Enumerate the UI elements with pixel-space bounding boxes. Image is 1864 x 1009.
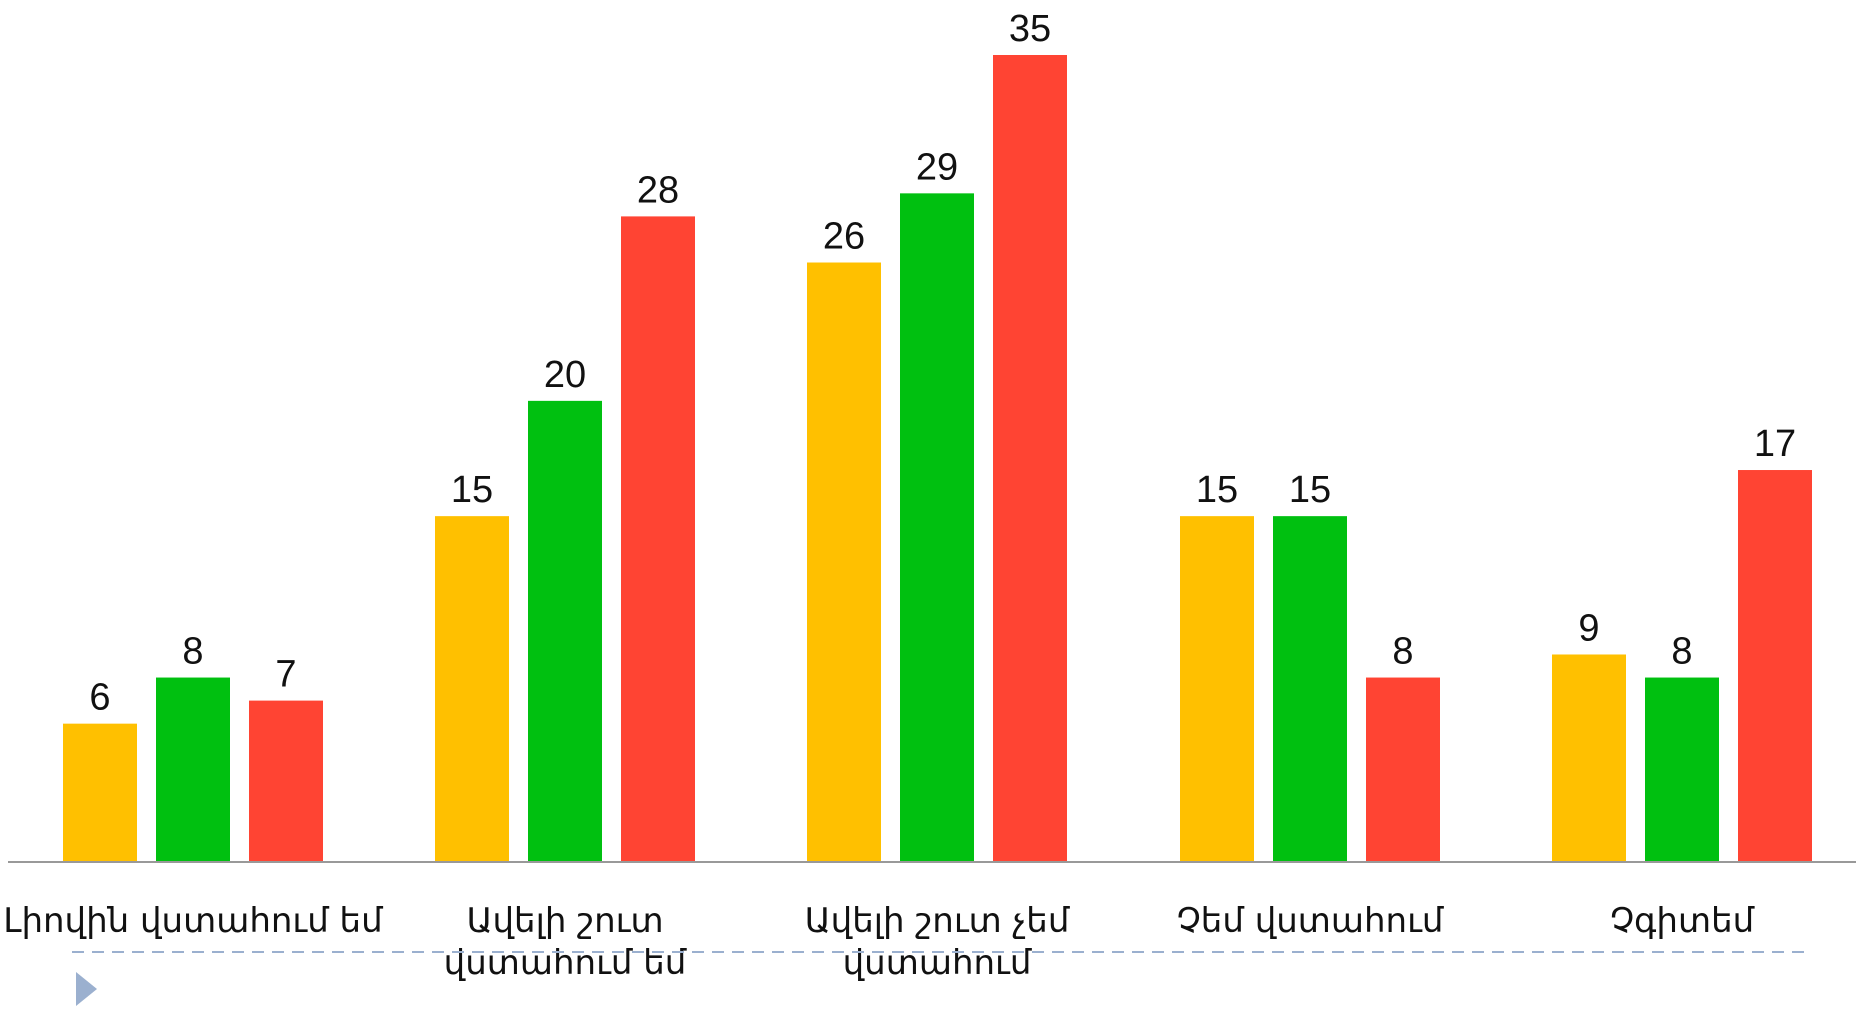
- data-label-1-1: 20: [544, 354, 586, 396]
- bar-3-0: [1180, 516, 1254, 862]
- data-label-1-0: 15: [451, 469, 493, 511]
- data-label-4-2: 17: [1754, 423, 1796, 465]
- play-triangle-icon: [76, 972, 97, 1006]
- data-label-0-0: 6: [89, 677, 110, 719]
- bar-3-2: [1366, 677, 1440, 862]
- bar-0-2: [249, 700, 323, 862]
- data-label-3-1: 15: [1289, 469, 1331, 511]
- data-label-2-0: 26: [823, 216, 865, 258]
- data-label-3-0: 15: [1196, 469, 1238, 511]
- value-labels-group: 6 8 7 15 20 28 26 29 35 15 15 8 9 8 17: [89, 8, 1796, 719]
- bar-1-0: [435, 516, 509, 862]
- bar-2-0: [807, 262, 881, 862]
- bar-3-1: [1273, 516, 1347, 862]
- category-label-3-0: Չեմ վստահում: [1177, 901, 1444, 941]
- bar-2-1: [900, 193, 974, 863]
- bar-1-2: [621, 216, 695, 862]
- data-label-0-2: 7: [275, 654, 296, 696]
- data-label-4-1: 8: [1671, 631, 1692, 673]
- category-label-1-0: Ավելի շուտ: [466, 901, 663, 941]
- data-label-0-1: 8: [182, 631, 203, 673]
- bar-0-1: [156, 677, 230, 862]
- category-label-0-0: Լիովին վստահում եմ: [3, 901, 383, 941]
- data-label-3-2: 8: [1392, 631, 1413, 673]
- bar-0-0: [63, 723, 137, 862]
- bar-4-1: [1645, 677, 1719, 862]
- bar-1-1: [528, 400, 602, 862]
- data-label-4-0: 9: [1578, 607, 1599, 649]
- category-label-2-1: վստահում: [843, 943, 1032, 983]
- bars-group: [63, 55, 1812, 863]
- data-label-1-2: 28: [637, 169, 679, 211]
- category-label-4-0: Չգիտեմ: [1610, 901, 1755, 941]
- data-label-2-2: 35: [1009, 8, 1051, 50]
- bar-2-2: [993, 55, 1067, 862]
- category-label-2-0: Ավելի շուտ չեմ: [805, 901, 1070, 941]
- bar-4-2: [1738, 470, 1812, 862]
- data-label-2-1: 29: [916, 146, 958, 188]
- bar-4-0: [1552, 654, 1626, 862]
- category-label-1-1: վստահում եմ: [444, 943, 687, 983]
